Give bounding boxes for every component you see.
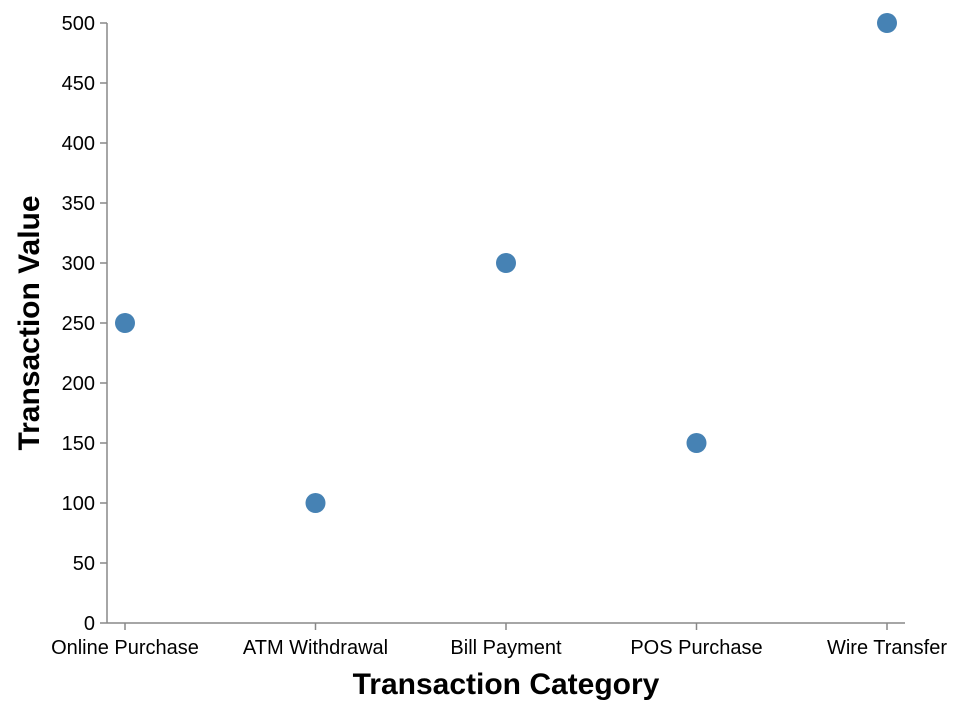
- y-axis-title: Transaction Value: [13, 195, 46, 450]
- y-tick-label: 200: [62, 373, 95, 395]
- x-tick-label: POS Purchase: [630, 637, 762, 659]
- y-tick-label: 400: [62, 133, 95, 155]
- data-point: [686, 433, 707, 453]
- x-tick-label: Wire Transfer: [827, 637, 947, 659]
- data-point: [496, 253, 516, 273]
- y-tick-label: 350: [62, 193, 95, 215]
- y-axis: 0 50 100 150 200 250 300 350 400 450 500: [62, 13, 108, 635]
- x-tick-label: ATM Withdrawal: [243, 637, 388, 659]
- y-tick-label: 0: [84, 613, 95, 635]
- x-axis-title: Transaction Category: [353, 668, 660, 701]
- y-tick-label: 100: [62, 493, 95, 515]
- y-tick-label: 250: [62, 313, 95, 335]
- y-tick-label: 150: [62, 433, 95, 455]
- y-tick-label: 500: [62, 13, 95, 35]
- x-axis: Online Purchase ATM Withdrawal Bill Paymen…: [51, 622, 947, 659]
- data-point: [115, 313, 135, 333]
- x-tick-label: Online Purchase: [51, 637, 199, 659]
- y-tick-label: 450: [62, 73, 95, 95]
- x-tick-label: Bill Payment: [450, 637, 562, 659]
- data-point: [305, 493, 326, 513]
- y-tick-label: 300: [62, 253, 95, 275]
- data-points: [115, 13, 897, 513]
- y-tick-label: 50: [73, 553, 95, 575]
- data-point: [877, 13, 897, 33]
